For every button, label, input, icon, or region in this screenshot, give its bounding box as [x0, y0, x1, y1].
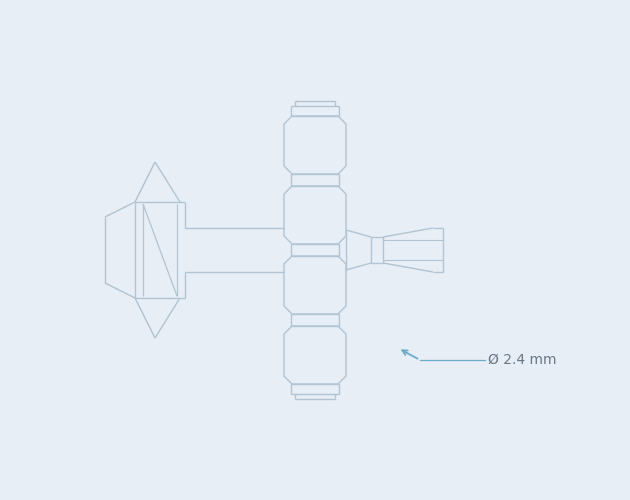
- Text: Ø 2.4 mm: Ø 2.4 mm: [488, 353, 556, 367]
